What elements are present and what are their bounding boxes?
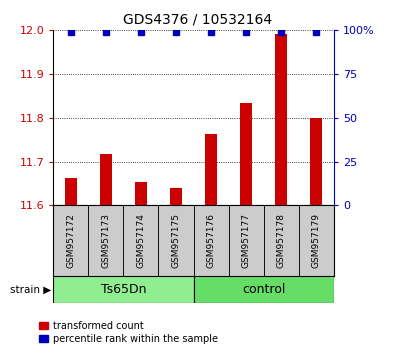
FancyBboxPatch shape xyxy=(264,205,299,276)
Text: strain ▶: strain ▶ xyxy=(10,284,51,295)
FancyBboxPatch shape xyxy=(229,205,264,276)
Bar xyxy=(65,178,77,205)
Text: GSM957173: GSM957173 xyxy=(102,213,111,268)
FancyBboxPatch shape xyxy=(194,205,229,276)
Text: GSM957177: GSM957177 xyxy=(242,213,251,268)
FancyBboxPatch shape xyxy=(123,205,158,276)
Text: GSM957176: GSM957176 xyxy=(207,213,216,268)
Text: GSM957179: GSM957179 xyxy=(312,213,321,268)
Text: control: control xyxy=(242,283,285,296)
FancyBboxPatch shape xyxy=(194,276,334,303)
Text: GSM957175: GSM957175 xyxy=(171,213,181,268)
Bar xyxy=(275,34,287,205)
FancyBboxPatch shape xyxy=(158,205,194,276)
Text: GSM957174: GSM957174 xyxy=(136,213,145,268)
Bar xyxy=(205,134,217,205)
Text: GSM957172: GSM957172 xyxy=(66,213,75,268)
Bar xyxy=(170,188,182,205)
Text: GSM957178: GSM957178 xyxy=(276,213,286,268)
Bar xyxy=(100,154,112,205)
Text: GDS4376 / 10532164: GDS4376 / 10532164 xyxy=(123,12,272,27)
Text: Ts65Dn: Ts65Dn xyxy=(101,283,146,296)
FancyBboxPatch shape xyxy=(53,205,88,276)
Bar xyxy=(240,103,252,205)
Legend: transformed count, percentile rank within the sample: transformed count, percentile rank withi… xyxy=(38,320,219,345)
Bar xyxy=(135,182,147,205)
Bar xyxy=(310,118,322,205)
FancyBboxPatch shape xyxy=(299,205,334,276)
FancyBboxPatch shape xyxy=(88,205,123,276)
FancyBboxPatch shape xyxy=(53,276,194,303)
